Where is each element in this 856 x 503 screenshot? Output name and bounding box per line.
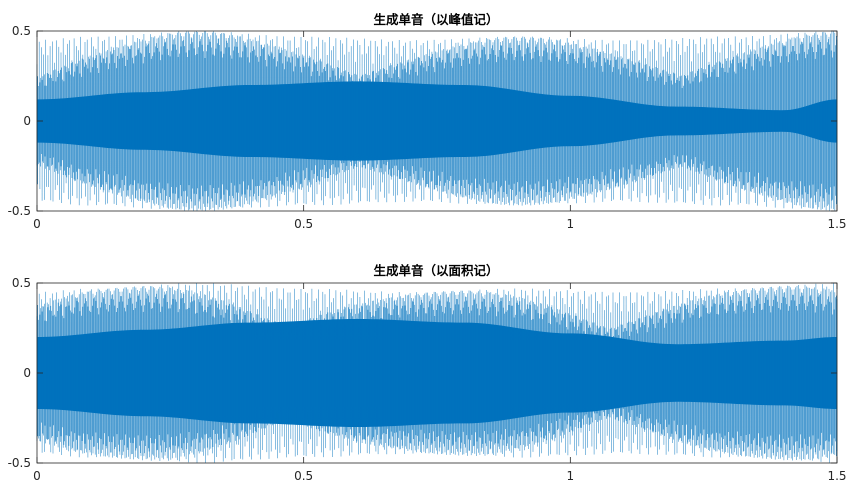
x-tick-label: 1.5 xyxy=(827,469,846,483)
signal-line xyxy=(36,283,838,463)
axes-frame xyxy=(36,30,838,212)
y-tick-label: 0 xyxy=(23,366,31,380)
y-tick-label: 0.5 xyxy=(12,24,31,38)
tick-labels: 0 0.5 1 1.5-0.500.5 xyxy=(8,276,847,483)
axes-frame xyxy=(36,282,838,464)
x-tick-label: 0 xyxy=(33,217,41,231)
axes-top: 生成单音（以峰值记） 0 0.5 1 1.5-0.500.5 xyxy=(8,12,847,231)
x-tick-label: 1.5 xyxy=(827,217,846,231)
y-tick-label: -0.5 xyxy=(8,456,31,470)
y-tick-label: 0 xyxy=(23,114,31,128)
y-tick-label: -0.5 xyxy=(8,204,31,218)
x-tick-label: 0.5 xyxy=(294,217,313,231)
signal-line xyxy=(36,31,838,211)
y-tick-label: 0.5 xyxy=(12,276,31,290)
x-tick-label: 1 xyxy=(567,217,575,231)
tick-labels: 0 0.5 1 1.5-0.500.5 xyxy=(8,24,847,231)
x-tick-label: 0.5 xyxy=(294,469,313,483)
x-tick-label: 1 xyxy=(567,469,575,483)
signal-layer xyxy=(36,31,838,211)
signal-layer xyxy=(36,283,838,463)
x-tick-label: 0 xyxy=(33,469,41,483)
chart-title: 生成单音（以面积记） xyxy=(373,263,498,278)
axes-bottom: 生成单音（以面积记） 0 0.5 1 1.5-0.500.5 xyxy=(8,263,847,483)
chart-title: 生成单音（以峰值记） xyxy=(373,12,498,27)
